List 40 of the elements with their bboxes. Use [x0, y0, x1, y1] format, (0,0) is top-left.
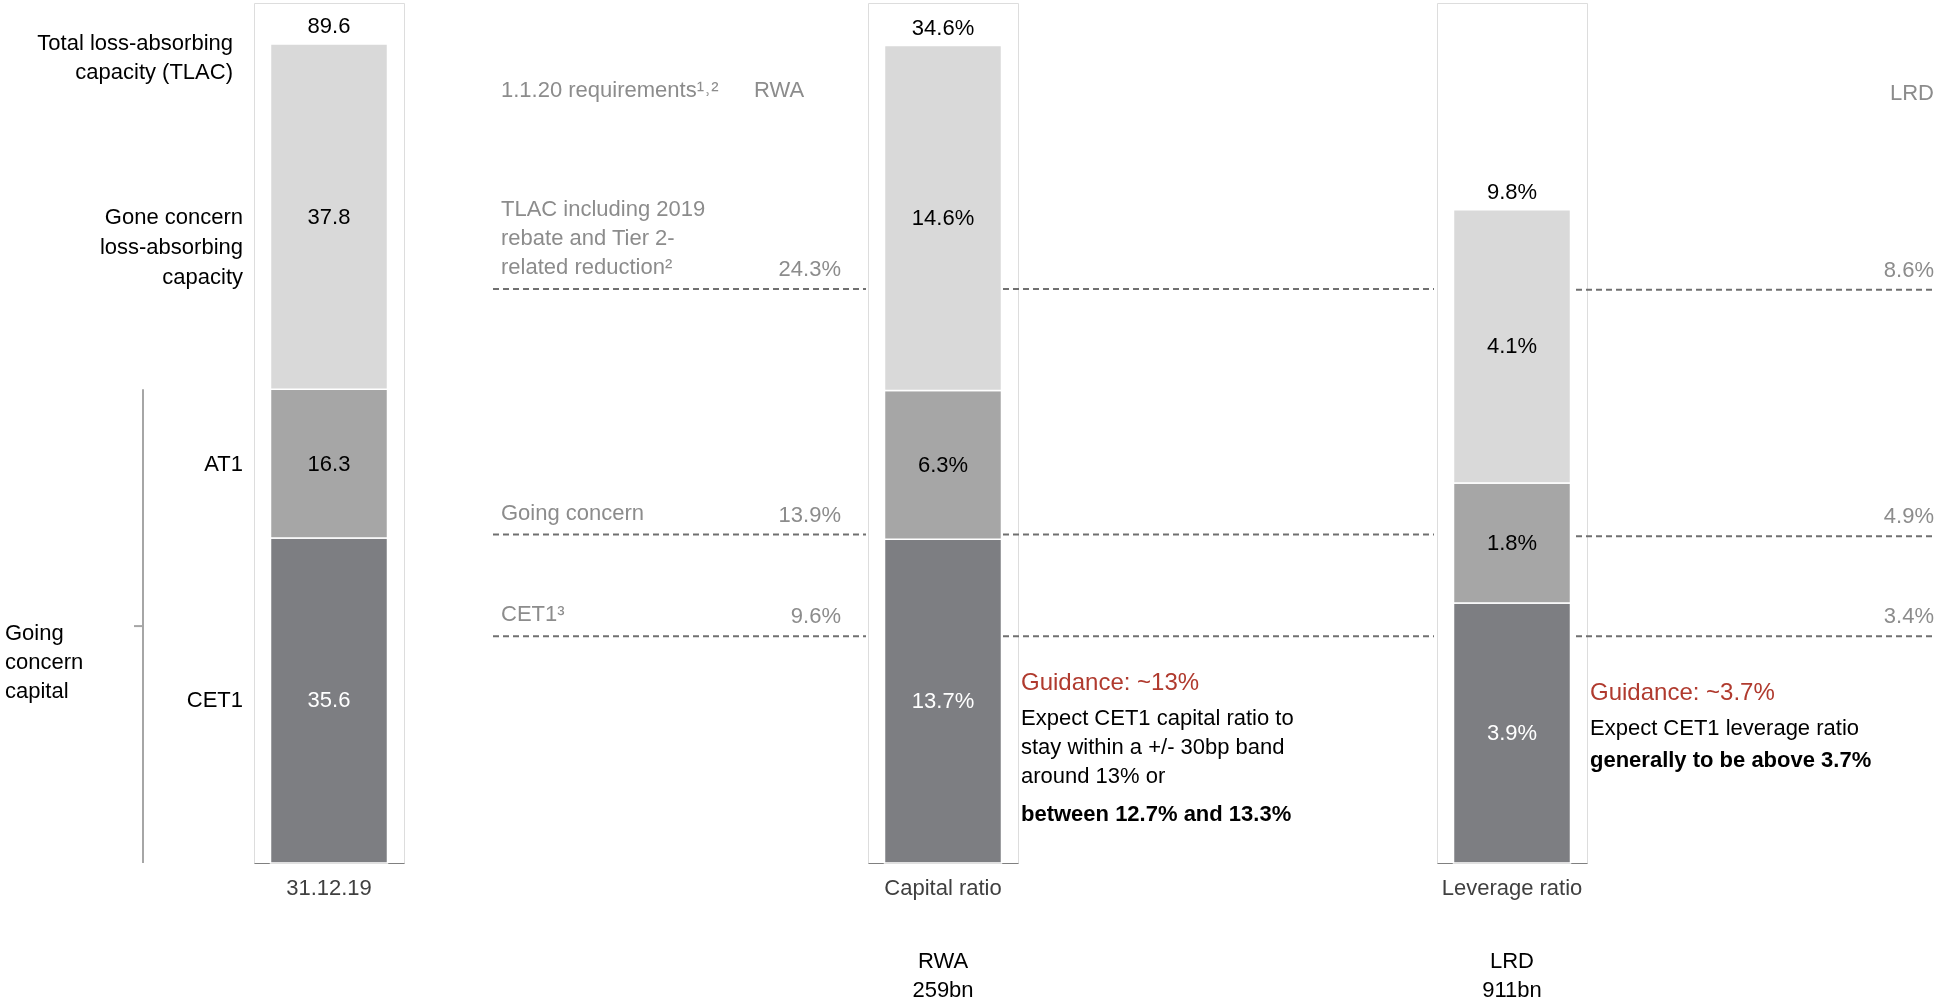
annotation: TLAC including 2019 rebate and Tier 2-related reduction²	[501, 195, 706, 279]
data-label: 37.8	[307, 203, 351, 229]
total-label: 34.6%	[911, 14, 975, 40]
data-label: 3.9%	[1486, 720, 1538, 745]
data-label: 13.7%	[911, 688, 975, 714]
total-label: 89.6	[307, 13, 351, 39]
series-label: Gone concern loss-absorbing capacity	[99, 203, 243, 289]
ref-line-label: 3.4%	[1883, 603, 1934, 629]
x-tick-label: Capital ratio	[884, 874, 1002, 900]
text: Total loss-absorbing capacity (TLAC)	[37, 30, 233, 84]
data-label: 1.8%	[1486, 530, 1538, 555]
text: 1.1.20 requirements¹˒²	[501, 77, 719, 102]
data-label: 16.3	[307, 450, 351, 476]
text: Guidance: ~3.7%	[1590, 678, 1775, 705]
text: LRD 911bn	[1482, 948, 1542, 1002]
annotation: CET1³	[501, 601, 565, 627]
ref-line-label: 9.6%	[790, 603, 841, 629]
data-label: 6.3%	[917, 451, 969, 477]
x-tick-label: 31.12.19	[286, 874, 372, 900]
series-label: CET1	[186, 687, 243, 713]
data-label: 14.6%	[911, 205, 975, 230]
annotation: Going concern	[501, 499, 645, 525]
data-label: 4.1%	[1486, 333, 1538, 359]
text: generally to be above 3.7%	[1590, 747, 1872, 772]
x-tick-label: Leverage ratio	[1441, 874, 1583, 900]
ref-line-label: 24.3%	[778, 255, 841, 281]
total-label: 9.8%	[1486, 178, 1538, 204]
text: RWA 259bn	[912, 948, 974, 1002]
ref-line-label: 4.9%	[1883, 503, 1934, 529]
text: Going concern capital	[5, 620, 84, 703]
text: between 12.7% and 13.3%	[1021, 801, 1292, 826]
text: Guidance: ~13%	[1021, 668, 1200, 695]
series-label: AT1	[204, 450, 243, 476]
text: Expect CET1 leverage ratio	[1590, 715, 1860, 740]
ref-line-label: 8.6%	[1883, 256, 1934, 282]
text: RWA	[754, 77, 805, 102]
ref-line-label: 13.9%	[778, 501, 841, 527]
text: LRD	[1889, 80, 1934, 105]
data-label: 35.6	[307, 687, 351, 713]
text: Expect CET1 capital ratio to stay within a +/- 30bp band around 13% or	[1021, 705, 1294, 788]
